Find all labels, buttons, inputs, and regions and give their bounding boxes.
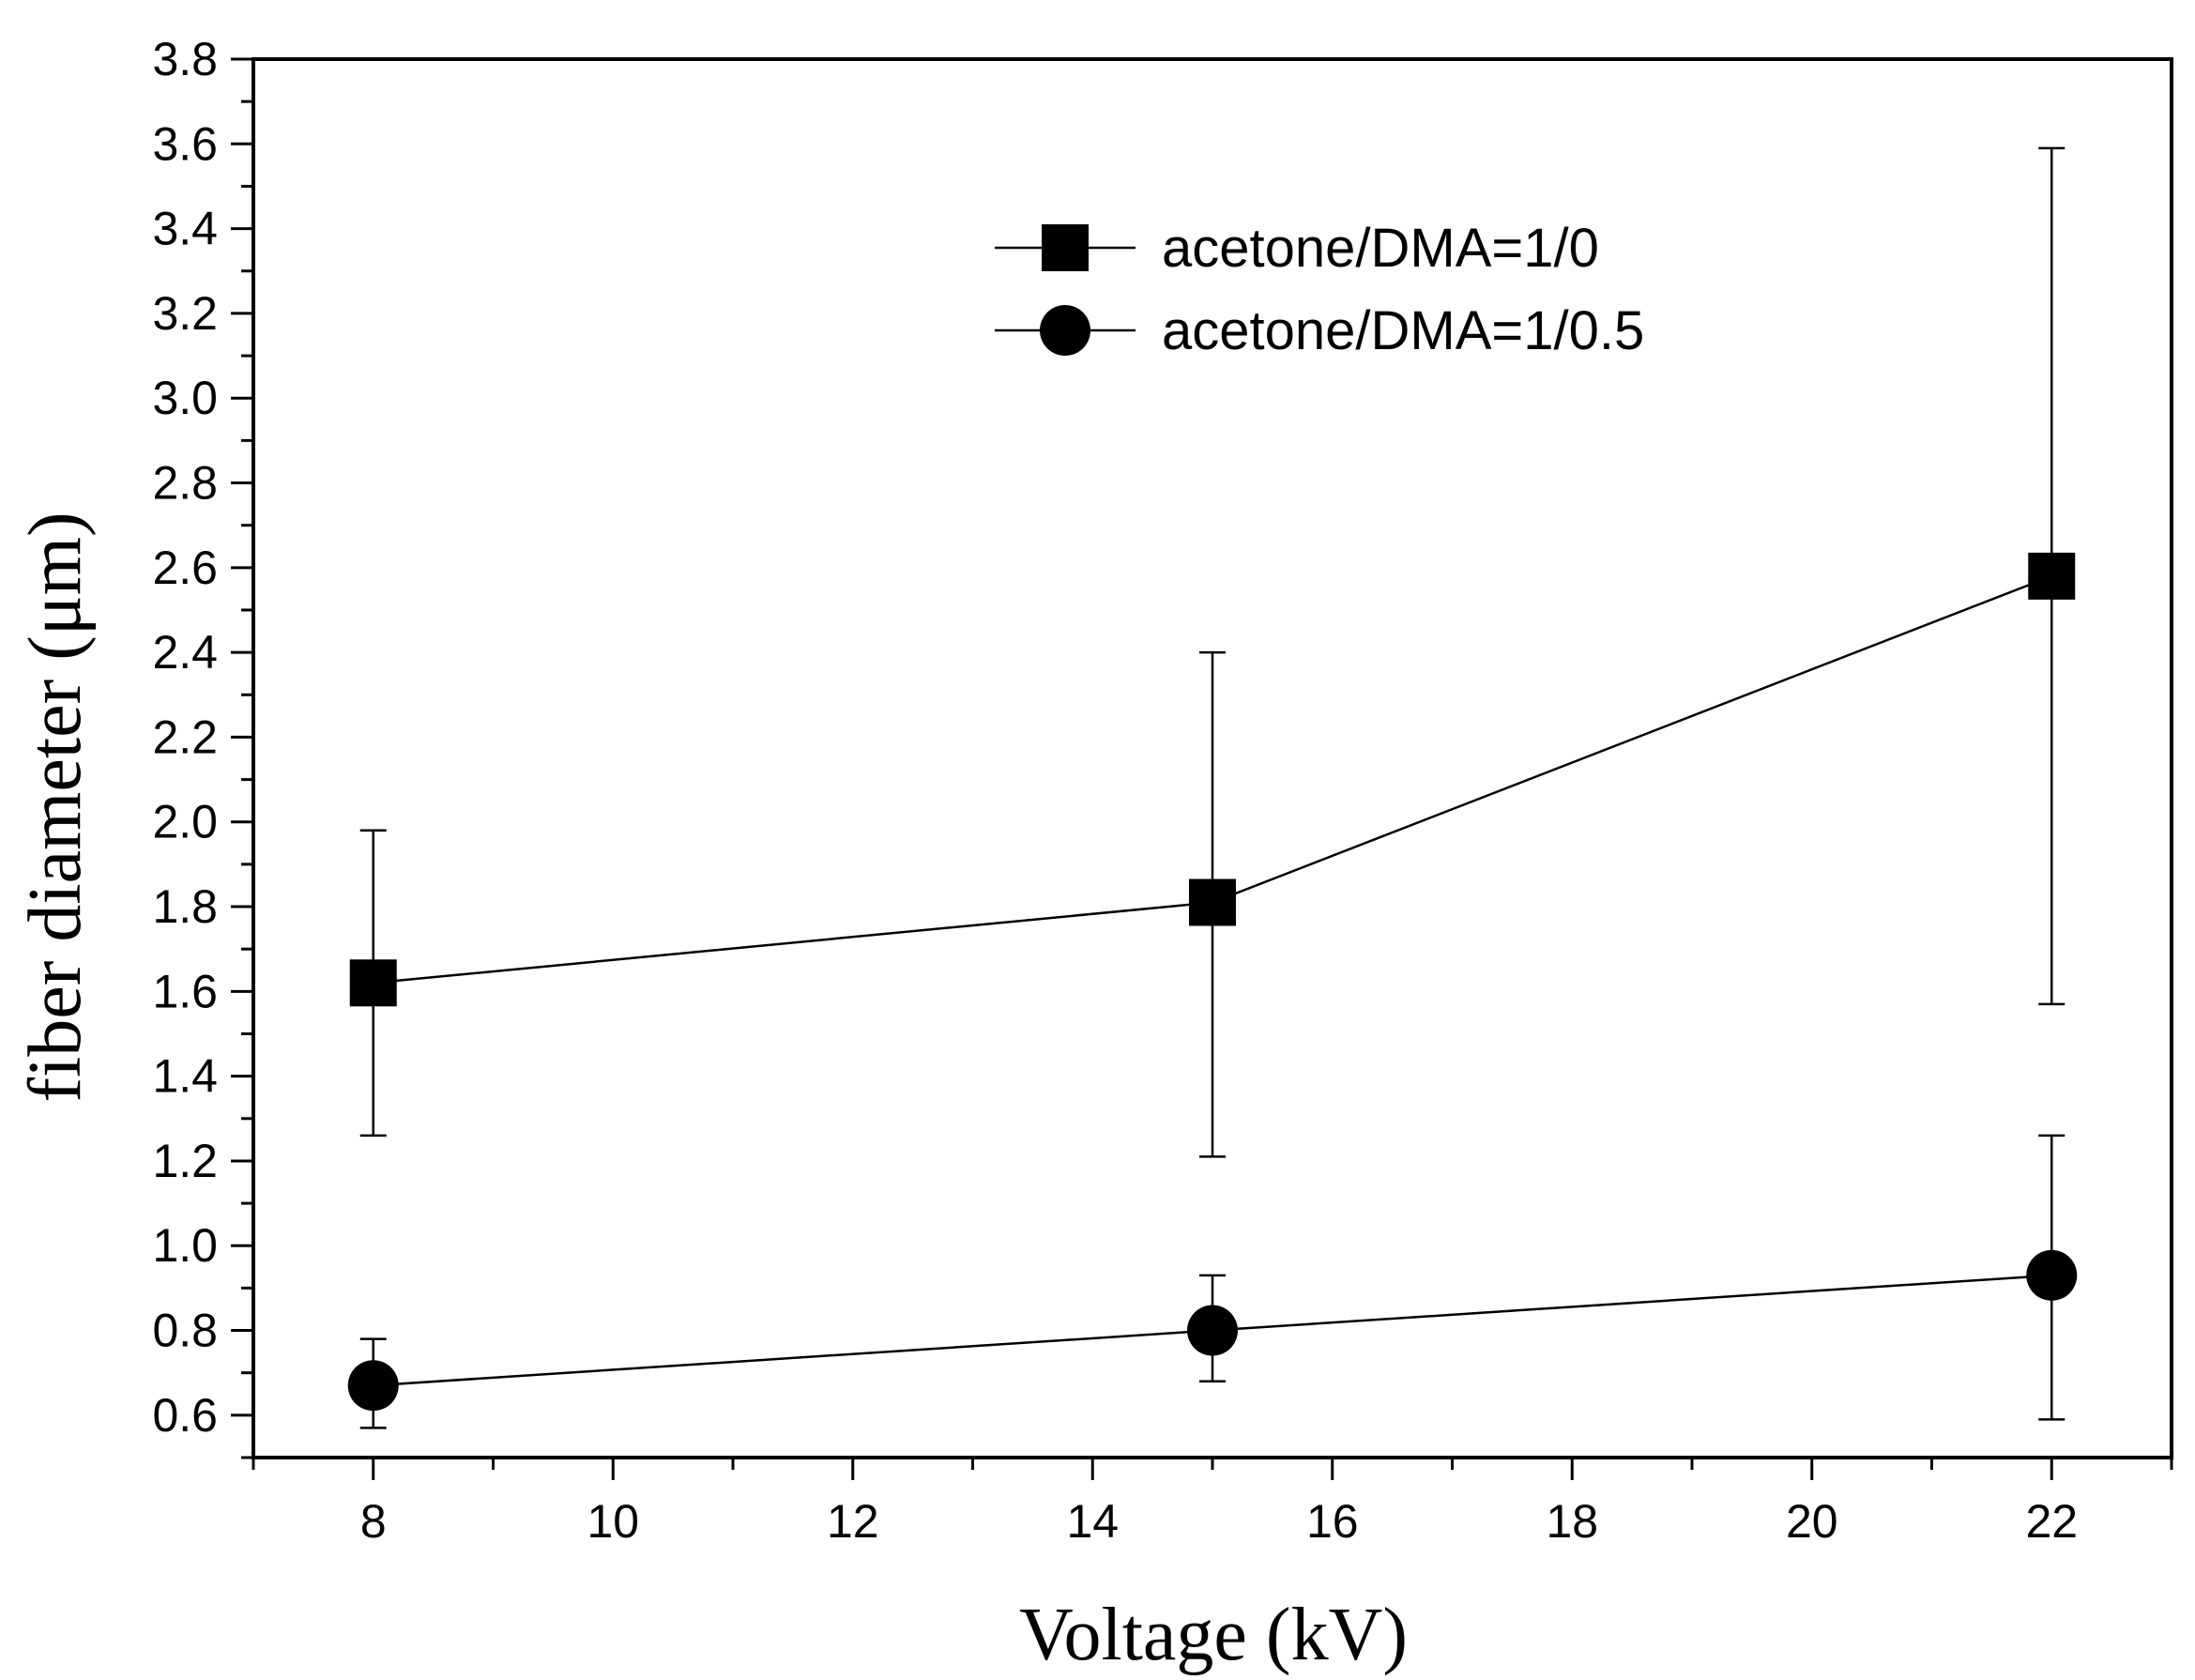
y-tick-label: 1.2 (152, 1135, 218, 1187)
x-tick-label: 10 (587, 1495, 639, 1548)
data-point (2026, 1249, 2078, 1301)
x-axis-title: Voltage (kV) (1019, 1594, 1408, 1676)
data-point (349, 959, 397, 1007)
y-tick-label: 0.8 (152, 1305, 218, 1357)
x-tick-label: 14 (1066, 1495, 1119, 1548)
y-tick-label: 2.6 (152, 542, 218, 594)
legend-item-1: acetone/DMA=1/0 (995, 218, 1599, 279)
y-tick-label: 2.8 (152, 457, 218, 510)
data-point (1189, 878, 1236, 926)
series-1 (349, 146, 2076, 1158)
x-tick-label: 20 (1786, 1495, 1838, 1548)
series-2 (347, 1134, 2078, 1429)
x-tick-label: 22 (2025, 1495, 2078, 1548)
legend-square-marker (1042, 224, 1089, 271)
legend-label: acetone/DMA=1/0 (1162, 218, 1599, 279)
series-layer (347, 146, 2078, 1429)
axes-layer: 8 10 12 14 16 18 20 22 0.6 0.8 1.0 1.2 1.4 1.6 1.8 2.0 2… (152, 33, 2173, 1548)
y-tick-label: 1.8 (152, 880, 218, 933)
y-tick-label: 1.0 (152, 1219, 218, 1272)
data-point (1187, 1305, 1238, 1356)
x-tick-label: 8 (360, 1495, 387, 1548)
legend-item-2: acetone/DMA=1/0.5 (995, 300, 1644, 361)
y-tick-label: 2.0 (152, 796, 218, 848)
x-tick-label: 12 (827, 1495, 879, 1548)
legend-label: acetone/DMA=1/0.5 (1162, 300, 1644, 361)
y-tick-label: 3.6 (152, 117, 218, 170)
y-tick-label: 2.4 (152, 626, 218, 679)
x-tick-label: 16 (1306, 1495, 1359, 1548)
y-tick-label: 1.6 (152, 965, 218, 1017)
y-tick-label: 3.4 (152, 203, 218, 255)
data-point (347, 1360, 399, 1412)
y-axis-title: fiber diameter (μm) (14, 512, 97, 1102)
y-tick-label: 2.2 (152, 710, 218, 763)
y-tick-label: 1.4 (152, 1050, 218, 1103)
legend-circle-marker (1040, 305, 1090, 356)
y-tick-label: 0.6 (152, 1389, 218, 1442)
x-tick-label: 18 (1546, 1495, 1598, 1548)
y-tick-label: 3.0 (152, 372, 218, 424)
data-point (2028, 552, 2076, 600)
legend: acetone/DMA=1/0 acetone/DMA=1/0.5 (995, 218, 1644, 361)
y-tick-label: 3.8 (152, 33, 218, 85)
y-tick-label: 3.2 (152, 287, 218, 340)
